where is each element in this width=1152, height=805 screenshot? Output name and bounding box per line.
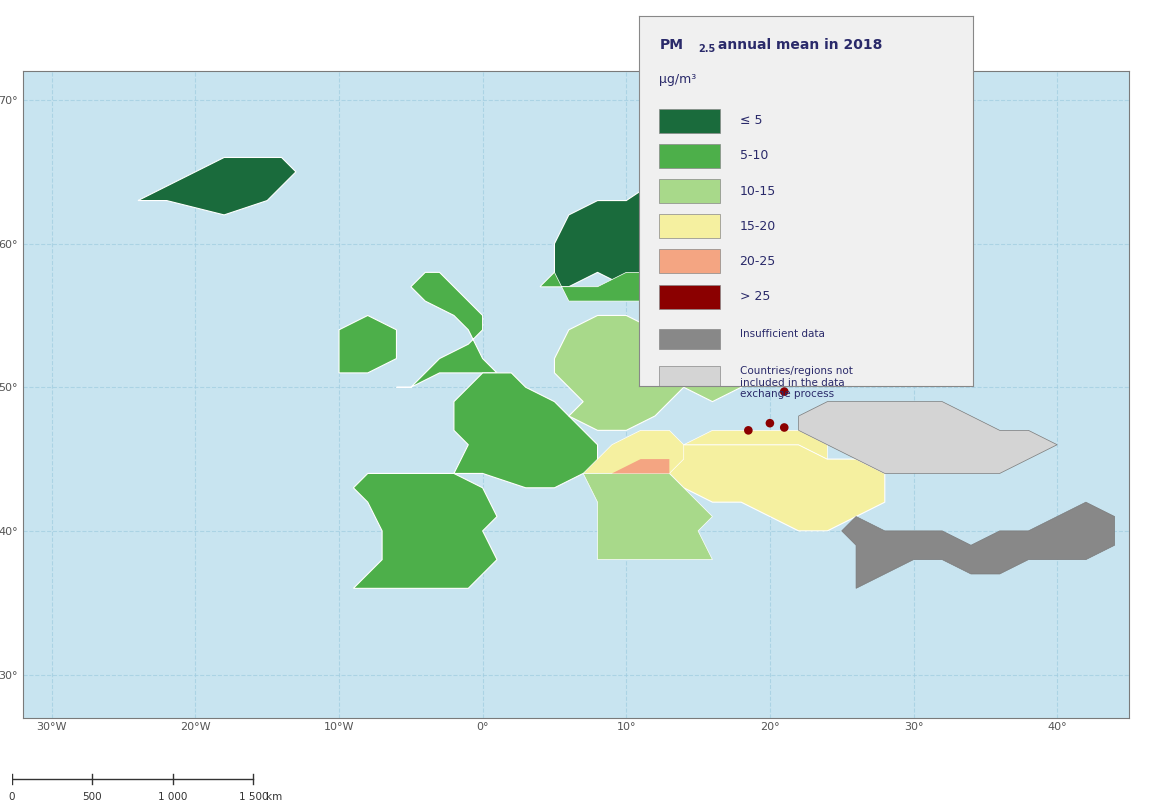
Polygon shape: [454, 373, 598, 488]
Circle shape: [780, 387, 789, 396]
Polygon shape: [798, 402, 1058, 473]
Text: 5-10: 5-10: [740, 150, 768, 163]
Text: μg/m³: μg/m³: [659, 73, 697, 86]
Polygon shape: [684, 431, 827, 459]
Polygon shape: [770, 272, 885, 330]
Text: km: km: [266, 792, 282, 802]
Polygon shape: [684, 330, 827, 402]
Polygon shape: [583, 431, 684, 473]
Text: 500: 500: [82, 792, 103, 802]
Polygon shape: [540, 85, 914, 301]
Text: 20-25: 20-25: [740, 255, 775, 268]
FancyBboxPatch shape: [659, 214, 720, 238]
Circle shape: [787, 361, 796, 370]
Polygon shape: [669, 85, 971, 345]
Polygon shape: [669, 444, 885, 530]
Polygon shape: [354, 473, 497, 588]
FancyBboxPatch shape: [659, 366, 720, 386]
Polygon shape: [770, 171, 914, 244]
FancyBboxPatch shape: [659, 144, 720, 168]
Circle shape: [773, 376, 781, 385]
Polygon shape: [554, 316, 698, 431]
Polygon shape: [741, 330, 827, 387]
Polygon shape: [138, 158, 296, 215]
FancyBboxPatch shape: [659, 284, 720, 308]
FancyBboxPatch shape: [659, 329, 720, 349]
Polygon shape: [339, 316, 396, 373]
Text: PM: PM: [659, 39, 683, 52]
Text: 1 000: 1 000: [158, 792, 188, 802]
FancyBboxPatch shape: [659, 179, 720, 203]
Polygon shape: [842, 502, 1115, 588]
Circle shape: [780, 423, 789, 431]
Text: 2.5: 2.5: [698, 44, 715, 54]
Polygon shape: [396, 272, 497, 387]
FancyBboxPatch shape: [659, 109, 720, 133]
Polygon shape: [540, 272, 698, 301]
Text: 15-20: 15-20: [740, 220, 775, 233]
Polygon shape: [598, 459, 669, 473]
Polygon shape: [583, 473, 712, 559]
Text: 0: 0: [8, 792, 15, 802]
FancyBboxPatch shape: [659, 250, 720, 274]
Circle shape: [766, 419, 774, 427]
Circle shape: [744, 426, 752, 435]
Text: Countries/regions not
included in the data
exchange process: Countries/regions not included in the da…: [740, 366, 852, 399]
Text: Insufficient data: Insufficient data: [740, 329, 825, 339]
Text: 1 500: 1 500: [238, 792, 268, 802]
Text: 10-15: 10-15: [740, 184, 775, 197]
Text: ≤ 5: ≤ 5: [740, 114, 763, 127]
Text: > 25: > 25: [740, 290, 770, 303]
Text: annual mean in 2018: annual mean in 2018: [713, 39, 882, 52]
